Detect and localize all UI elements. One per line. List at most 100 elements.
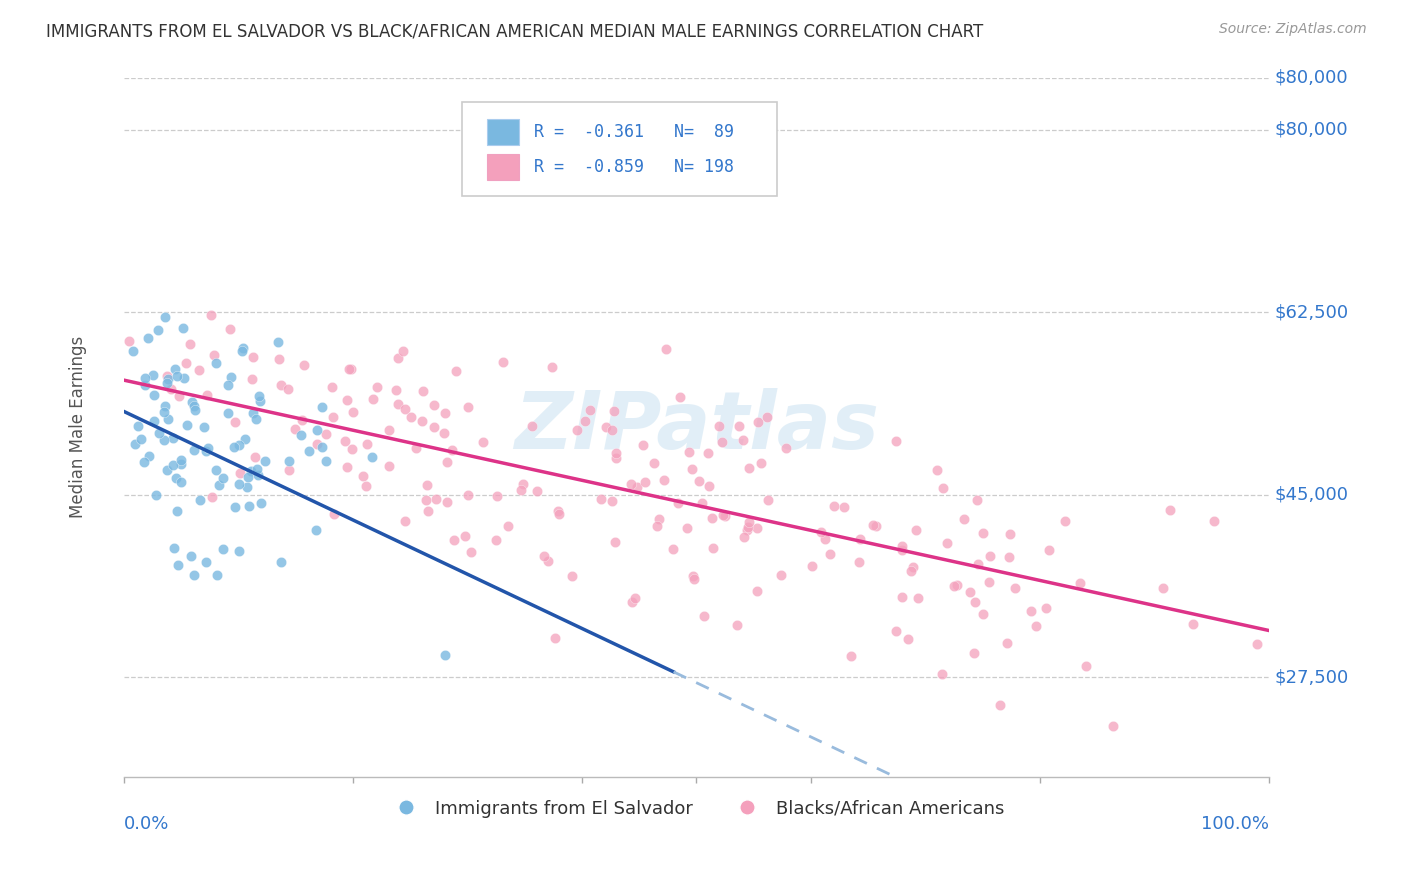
Point — [243, 450, 266, 464]
Point — [697, 479, 720, 493]
Point — [589, 491, 612, 506]
Point — [891, 543, 914, 558]
Point — [394, 515, 416, 529]
Point — [323, 507, 346, 521]
Point — [544, 631, 567, 645]
Point — [862, 517, 884, 532]
Point — [818, 547, 841, 561]
Point — [195, 443, 218, 458]
Point — [775, 441, 797, 455]
Point — [977, 574, 1000, 589]
Point — [678, 445, 700, 459]
Point — [623, 591, 645, 606]
Point — [205, 568, 228, 582]
Point — [269, 352, 291, 367]
Point — [134, 378, 156, 392]
Point — [485, 533, 508, 547]
Point — [848, 555, 870, 569]
Point — [415, 493, 437, 508]
Text: $27,500: $27,500 — [1275, 668, 1350, 687]
Point — [321, 380, 343, 394]
Text: Source: ZipAtlas.com: Source: ZipAtlas.com — [1219, 22, 1367, 37]
Point — [1182, 616, 1205, 631]
Point — [1004, 581, 1026, 595]
Point — [245, 412, 267, 426]
Point — [654, 474, 676, 488]
Point — [905, 523, 928, 537]
Point — [865, 518, 887, 533]
Text: $80,000: $80,000 — [1275, 120, 1348, 138]
Point — [472, 435, 495, 450]
Point — [153, 434, 176, 448]
Point — [405, 441, 427, 455]
Point — [661, 542, 683, 557]
Point — [156, 368, 179, 383]
Point — [422, 399, 444, 413]
Point — [195, 388, 218, 402]
Point — [266, 334, 288, 349]
Point — [208, 477, 231, 491]
Text: 0.0%: 0.0% — [124, 815, 169, 833]
Point — [284, 422, 307, 436]
Point — [183, 568, 205, 582]
Point — [240, 371, 263, 385]
Point — [832, 500, 855, 514]
Point — [932, 481, 955, 495]
Point — [925, 463, 948, 477]
Point — [595, 419, 617, 434]
Point — [342, 405, 364, 419]
Point — [1035, 601, 1057, 615]
Point — [138, 449, 160, 463]
Text: $80,000: $80,000 — [1275, 69, 1348, 87]
Point — [124, 437, 146, 451]
Text: $45,000: $45,000 — [1275, 486, 1348, 504]
Bar — [486, 153, 519, 180]
Point — [1025, 619, 1047, 633]
Point — [967, 557, 990, 571]
Point — [378, 459, 401, 474]
Point — [849, 532, 872, 546]
Point — [378, 423, 401, 437]
Point — [387, 351, 409, 366]
Point — [180, 549, 202, 563]
Text: IMMIGRANTS FROM EL SALVADOR VS BLACK/AFRICAN AMERICAN MEDIAN MALE EARNINGS CORRE: IMMIGRANTS FROM EL SALVADOR VS BLACK/AFR… — [46, 22, 984, 40]
Point — [647, 519, 669, 533]
Point — [936, 536, 959, 550]
Point — [156, 376, 179, 390]
Point — [666, 496, 689, 510]
Point — [155, 463, 177, 477]
Point — [278, 463, 301, 477]
Point — [884, 624, 907, 638]
Point — [169, 452, 191, 467]
Point — [436, 455, 458, 469]
Point — [574, 413, 596, 427]
Point — [942, 579, 965, 593]
Point — [336, 460, 359, 475]
Point — [229, 467, 252, 481]
Point — [745, 584, 768, 599]
Point — [246, 468, 269, 483]
Point — [979, 549, 1001, 563]
Point — [166, 504, 188, 518]
Point — [242, 350, 264, 364]
Point — [270, 555, 292, 569]
Point — [579, 402, 602, 417]
Point — [217, 406, 239, 420]
Point — [700, 511, 723, 525]
Point — [443, 533, 465, 548]
Point — [219, 322, 242, 336]
Point — [387, 397, 409, 411]
Point — [436, 495, 458, 509]
Point — [460, 544, 482, 558]
Point — [683, 573, 706, 587]
Point — [710, 434, 733, 449]
Point — [180, 395, 202, 409]
Point — [228, 543, 250, 558]
Point — [172, 321, 194, 335]
Point — [654, 342, 676, 356]
Point — [195, 556, 218, 570]
Point — [193, 420, 215, 434]
Point — [1152, 581, 1174, 595]
Point — [1204, 514, 1226, 528]
Point — [713, 508, 735, 522]
